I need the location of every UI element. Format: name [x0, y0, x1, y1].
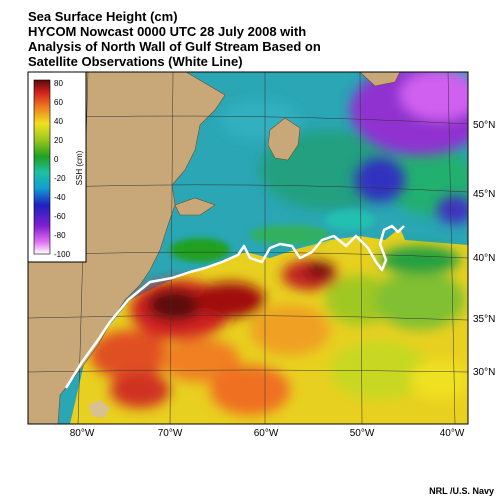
legend-tick-m20: -20 [54, 174, 66, 183]
parallel-50n [28, 115, 468, 125]
credit-text: NRL /U.S. Navy [429, 486, 494, 496]
colorbar-legend: 80 60 40 20 0 -20 -40 -60 -80 -100 SSH (… [27, 71, 87, 263]
warm-eddies [90, 246, 468, 415]
colorbar [33, 79, 51, 255]
legend-tick-60: 60 [54, 98, 63, 107]
map-body [28, 72, 468, 424]
legend-tick-40: 40 [54, 117, 63, 126]
meridian-40w [447, 72, 456, 424]
lon-labels: 80°W 70°W 60°W 50°W 40°W [70, 428, 465, 439]
parallel-45n [28, 184, 468, 193]
lat-label-50n: 50°N [473, 120, 495, 131]
title-line-2: HYCOM Nowcast 0000 UTC 28 July 2008 with [28, 24, 307, 39]
meridian-70w [169, 72, 174, 424]
title-line-4: Satellite Observations (White Line) [28, 54, 243, 69]
bahamas [88, 400, 110, 418]
title-line-3: Analysis of North Wall of Gulf Stream Ba… [28, 39, 321, 54]
legend-tick-20: 20 [54, 136, 63, 145]
lon-label-70w: 70°W [158, 428, 183, 439]
lat-label-30n: 30°N [473, 367, 495, 378]
lon-label-40w: 40°W [440, 428, 465, 439]
labrador-low [350, 72, 468, 224]
lon-label-60w: 60°W [254, 428, 279, 439]
parallel-35n [28, 315, 468, 321]
slope-water [170, 210, 375, 262]
lon-label-80w: 80°W [70, 428, 95, 439]
newfoundland [267, 117, 301, 161]
legend-tick-m40: -40 [54, 193, 66, 202]
legend-tick-80: 80 [54, 79, 63, 88]
gulf-stream-north-wall-line [64, 224, 405, 389]
meridian-50w [359, 72, 363, 424]
legend-tick-m100: -100 [54, 250, 71, 259]
lat-label-35n: 35°N [473, 314, 495, 325]
lon-label-50w: 50°W [350, 428, 375, 439]
lat-label-45n: 45°N [473, 189, 495, 200]
title-line-1: Sea Surface Height (cm) [28, 9, 178, 24]
lat-label-40n: 40°N [473, 253, 495, 264]
legend-tick-m80: -80 [54, 231, 66, 240]
parallel-30n [28, 369, 468, 373]
lat-labels: 50°N 45°N 40°N 35°N 30°N [473, 120, 495, 378]
greenland-tip [359, 72, 401, 87]
nova-scotia [174, 197, 216, 216]
legend-tick-0: 0 [54, 155, 59, 164]
legend-label: SSH (cm) [75, 150, 84, 185]
legend-tick-m60: -60 [54, 212, 66, 221]
map-title: Sea Surface Height (cm) HYCOM Nowcast 00… [28, 9, 468, 69]
